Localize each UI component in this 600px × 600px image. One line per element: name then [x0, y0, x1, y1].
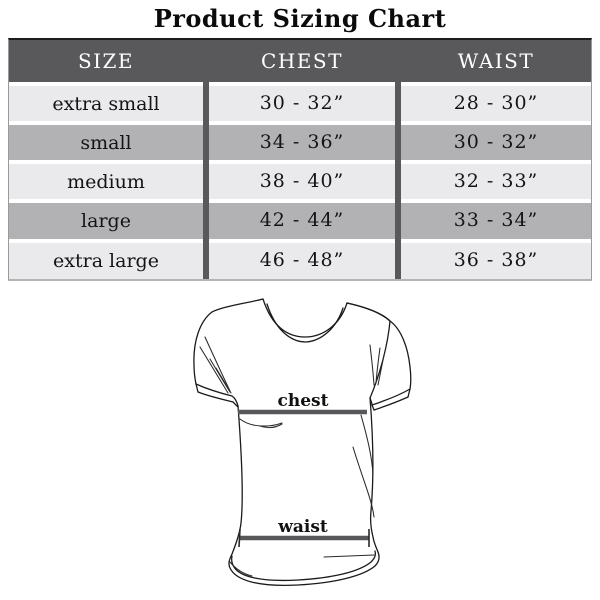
table-row-small: small 34 - 36” 30 - 32”: [9, 125, 591, 160]
chest-label: chest: [278, 391, 329, 411]
table-header-row: SIZE CHEST WAIST: [9, 40, 591, 82]
column-header-size: SIZE: [77, 49, 135, 73]
page-title: Product Sizing Chart: [153, 4, 447, 33]
column-header-chest: CHEST: [261, 49, 343, 73]
tshirt-figure: chest waist: [160, 285, 450, 600]
chest-cell: 42 - 44”: [259, 209, 345, 231]
column-header-waist: WAIST: [457, 49, 535, 73]
table-row-large: large 42 - 44” 33 - 34”: [9, 203, 591, 239]
chest-cell: 38 - 40”: [259, 169, 345, 192]
size-cell: small: [80, 131, 132, 154]
column-divider: [203, 40, 209, 279]
chest-crease: [239, 418, 283, 427]
waist-cell: 28 - 30”: [453, 91, 539, 114]
table-row-medium: medium 38 - 40” 32 - 33”: [9, 164, 591, 199]
chest-cell: 46 - 48”: [259, 249, 345, 271]
collar: [262, 298, 348, 338]
tshirt-illustration: chest waist: [193, 298, 412, 587]
size-cell: medium: [67, 170, 145, 193]
table-row-extra-large: extra large 46 - 48” 36 - 38”: [9, 243, 591, 279]
column-divider: [395, 40, 401, 279]
waist-left-tick: [238, 528, 241, 548]
waist-cell: 33 - 34”: [453, 209, 539, 231]
chest-cell: 30 - 32”: [259, 91, 345, 114]
table-row-extra-small: extra small 30 - 32” 28 - 30”: [9, 86, 591, 121]
waist-label: waist: [277, 517, 328, 537]
size-cell: extra large: [53, 250, 159, 272]
tshirt-outline: [193, 298, 264, 385]
size-cell: extra small: [52, 92, 160, 115]
waist-cell: 30 - 32”: [453, 130, 539, 153]
chest-cell: 34 - 36”: [259, 130, 345, 153]
body-fold-lines: [360, 414, 374, 476]
waist-cell: 32 - 33”: [453, 169, 539, 192]
size-cell: large: [81, 210, 131, 232]
waist-cell: 36 - 38”: [453, 249, 539, 271]
sizing-table: SIZE CHEST WAIST extra small 30 - 32” 28…: [8, 38, 592, 281]
sleeve-fold-lines: [204, 336, 231, 392]
